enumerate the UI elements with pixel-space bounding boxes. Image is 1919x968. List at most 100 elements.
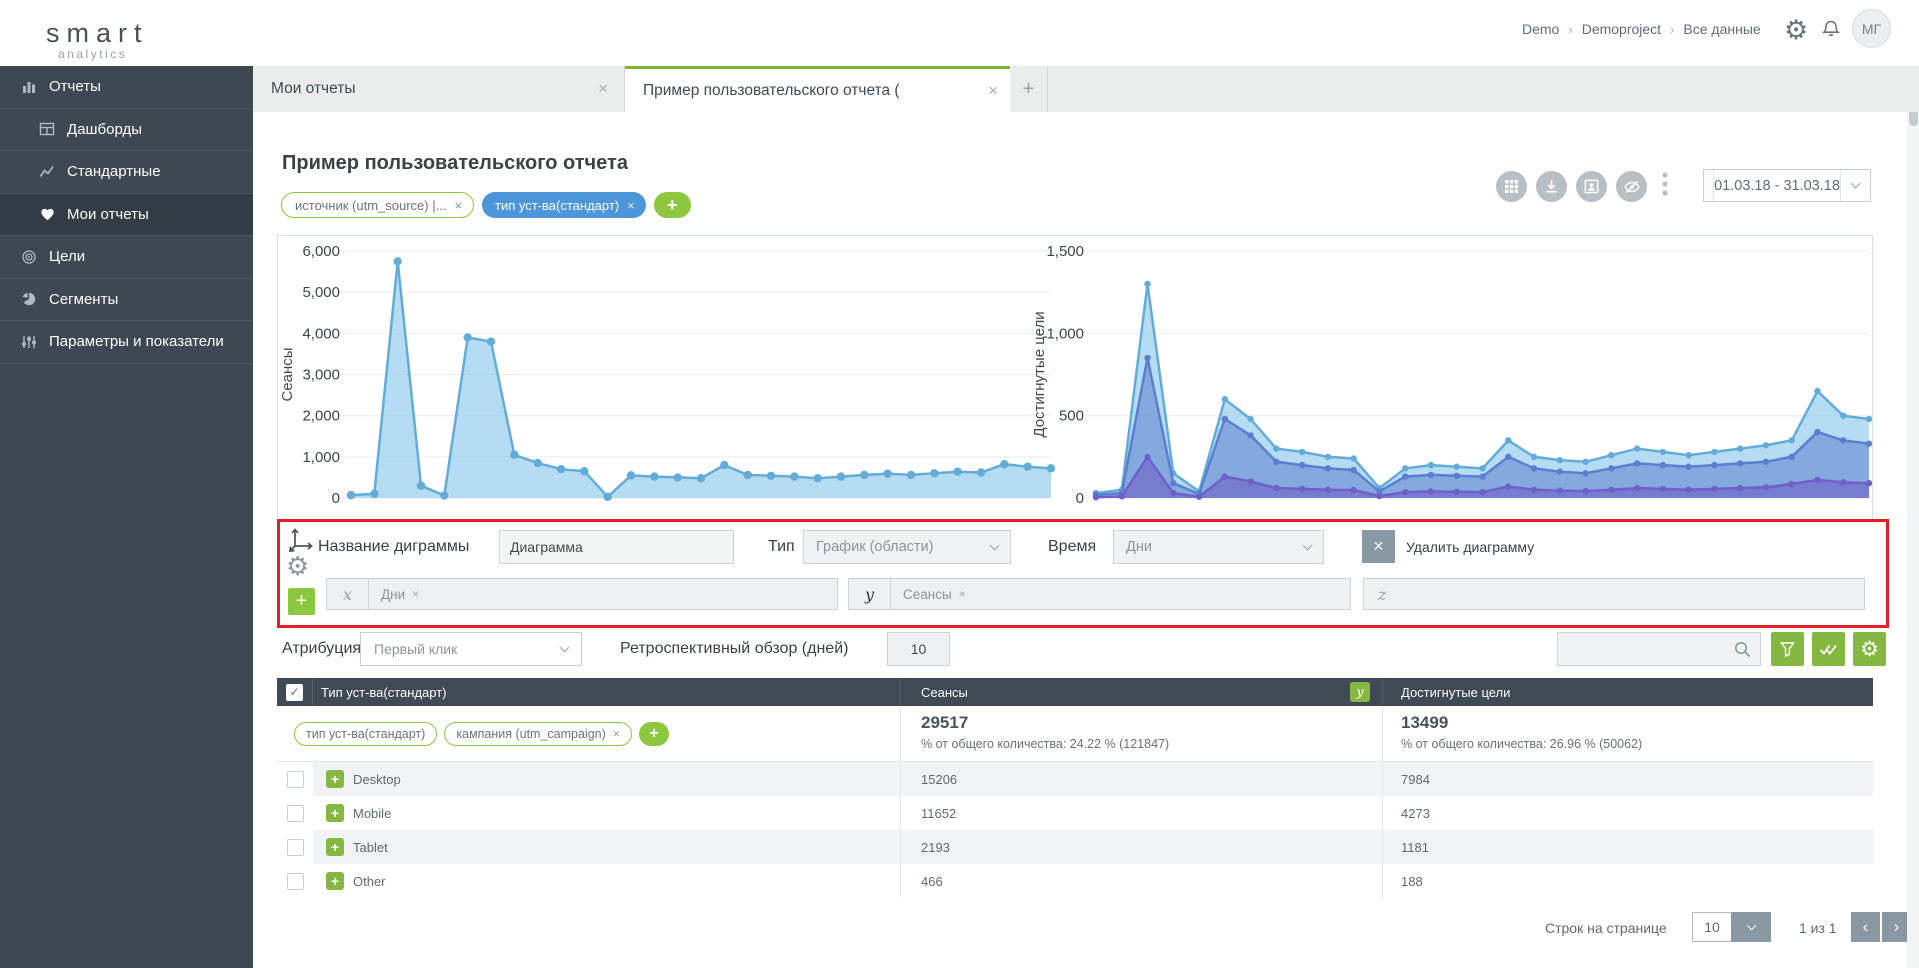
segment-pill-utm-campaign[interactable]: кампания (utm_campaign) × — [444, 721, 633, 746]
add-filter-button[interactable]: + — [653, 192, 691, 218]
y-axis-token[interactable]: Сеансы × — [903, 587, 966, 602]
target-icon — [20, 249, 38, 265]
close-icon[interactable]: × — [412, 587, 420, 601]
close-icon[interactable]: × — [958, 587, 966, 601]
new-tab-button[interactable]: + — [1010, 66, 1048, 112]
sidebar-item-my-reports[interactable]: Мои отчеты — [0, 193, 253, 236]
expand-row-button[interactable]: + — [326, 838, 344, 856]
sidebar-item-segments[interactable]: Сегменты — [0, 279, 253, 321]
rows-per-page-select[interactable] — [1731, 912, 1771, 942]
brand-logo[interactable]: smart analytics — [46, 9, 166, 61]
table-row[interactable]: + Desktop 15206 7984 — [277, 762, 1873, 796]
charts-card: 6,000 5,000 4,000 3,000 2,000 1,000 0 Сеансы 1,5… — [277, 235, 1873, 519]
chart-type-select[interactable]: График (области) — [803, 530, 1011, 564]
table-settings-button[interactable]: ⚙ — [1853, 632, 1886, 666]
z-axis-field[interactable]: z — [1363, 578, 1865, 610]
sidebar-item-label: Мои отчеты — [67, 205, 149, 223]
logo-dash — [97, 11, 112, 15]
breadcrumb-item-demo[interactable]: Demo — [1522, 21, 1560, 37]
column-header-goals[interactable]: Достигнутые цели — [1382, 678, 1873, 706]
attribution-select[interactable]: Первый клик — [360, 632, 582, 666]
chart-time-value: Дни — [1126, 539, 1152, 555]
table-row[interactable]: + Other 466 188 — [277, 864, 1873, 898]
area-charts[interactable]: 6,000 5,000 4,000 3,000 2,000 1,000 0 Сеансы 1,5… — [278, 236, 1872, 518]
next-page-button[interactable]: › — [1882, 912, 1911, 942]
y-axis-field[interactable]: y Сеансы × — [848, 578, 1351, 610]
expand-row-button[interactable]: + — [326, 872, 344, 890]
goals-total-share: % от общего количества: 26.96 % (50062) — [1401, 737, 1643, 751]
row-checkbox[interactable] — [286, 872, 304, 890]
add-chart-button[interactable]: + — [288, 588, 315, 615]
expand-row-button[interactable]: + — [326, 804, 344, 822]
retro-days-input[interactable] — [887, 632, 950, 666]
row-checkbox[interactable] — [286, 770, 304, 788]
kebab-menu-icon[interactable] — [1661, 171, 1669, 202]
row-sessions: 15206 — [900, 762, 1382, 796]
column-header-sessions[interactable]: Сеансы y — [900, 678, 1382, 706]
row-goals: 188 — [1382, 864, 1873, 898]
chart-type-value: График (области) — [816, 539, 934, 555]
column-header-device-type[interactable]: Тип уст-ва(стандарт) — [321, 684, 447, 700]
expand-row-button[interactable]: + — [326, 770, 344, 788]
close-icon[interactable]: × — [612, 726, 621, 741]
tab-custom-report-active[interactable]: Пример пользовательского отчета ( × — [625, 66, 1010, 112]
close-icon[interactable]: × — [598, 79, 608, 98]
filter-funnel-button[interactable] — [1771, 632, 1804, 666]
tab-my-reports[interactable]: Мои отчеты × — [253, 66, 625, 112]
chevron-down-icon — [1840, 170, 1870, 201]
notifications-bell-icon[interactable] — [1820, 17, 1842, 46]
move-axes-icon[interactable] — [288, 525, 316, 558]
delete-chart-label: Удалить диаграмму — [1406, 539, 1535, 555]
svg-text:0: 0 — [332, 490, 340, 507]
sidebar-item-reports[interactable]: Отчеты — [0, 66, 253, 109]
chart-name-input[interactable] — [499, 530, 734, 564]
breadcrumb-item-project[interactable]: Demoproject — [1581, 21, 1662, 37]
filter-pill-utm-source[interactable]: источник (utm_source) |... × — [281, 192, 475, 218]
table-row[interactable]: + Tablet 2193 1181 — [277, 830, 1873, 864]
chart-time-select[interactable]: Дни — [1113, 530, 1324, 564]
table-row[interactable]: + Mobile 11652 4273 — [277, 796, 1873, 830]
delete-chart-button[interactable]: × — [1362, 530, 1395, 563]
segment-label: кампания (utm_campaign) — [456, 726, 606, 741]
download-button[interactable] — [1536, 171, 1567, 202]
date-range-select[interactable]: 01.03.18 - 31.03.18 — [1703, 169, 1871, 202]
table-search-input[interactable] — [1557, 632, 1761, 666]
segment-label: тип уст-ва(стандарт) — [306, 726, 426, 741]
sidebar-item-label: Цели — [49, 248, 86, 266]
close-icon[interactable]: × — [454, 197, 463, 213]
row-sessions: 11652 — [900, 796, 1382, 830]
page-scrollbar[interactable] — [1907, 66, 1919, 968]
tab-bar: Мои отчеты × Пример пользовательского от… — [253, 66, 1919, 112]
grid-view-button[interactable] — [1496, 171, 1527, 202]
user-avatar[interactable]: МГ — [1852, 9, 1891, 48]
prev-page-button[interactable]: ‹ — [1851, 912, 1880, 942]
rows-per-page-value[interactable]: 10 — [1692, 912, 1732, 942]
sidebar-item-parameters[interactable]: Параметры и показатели — [0, 321, 253, 364]
hide-eye-off-button[interactable] — [1616, 171, 1647, 202]
chart-settings-gear-icon[interactable]: ⚙ — [286, 552, 310, 582]
close-icon[interactable]: × — [988, 80, 998, 100]
svg-text:2,000: 2,000 — [302, 408, 340, 425]
select-all-checkbox[interactable]: ✓ — [286, 683, 303, 701]
report-table: ✓ Тип уст-ва(стандарт) Сеансы y Достигну… — [277, 678, 1873, 898]
x-axis-token[interactable]: Дни × — [381, 587, 419, 602]
filter-pill-device-type[interactable]: тип уст-ва(стандарт) × — [482, 192, 646, 218]
breadcrumb-separator: › — [1670, 21, 1675, 37]
segment-pill-device-type[interactable]: тип уст-ва(стандарт) — [294, 721, 438, 746]
sessions-total: 29517 — [921, 713, 969, 732]
export-image-button[interactable] — [1576, 171, 1607, 202]
svg-text:1,000: 1,000 — [302, 449, 340, 466]
add-segment-button[interactable]: + — [639, 721, 670, 746]
breadcrumb-item-dataset[interactable]: Все данные — [1683, 21, 1761, 37]
x-axis-prefix: x — [327, 579, 369, 609]
sidebar-item-standard[interactable]: Стандартные — [0, 151, 253, 194]
x-axis-field[interactable]: x Дни × — [326, 578, 838, 610]
row-checkbox[interactable] — [286, 838, 304, 856]
select-all-button[interactable] — [1812, 632, 1845, 666]
settings-gear-icon[interactable]: ⚙ — [1784, 15, 1809, 46]
double-check-icon — [1819, 644, 1837, 655]
sidebar-item-goals[interactable]: Цели — [0, 236, 253, 279]
sidebar-item-dashboards[interactable]: Дашборды — [0, 109, 253, 151]
row-checkbox[interactable] — [286, 804, 304, 822]
close-icon[interactable]: × — [627, 197, 635, 213]
